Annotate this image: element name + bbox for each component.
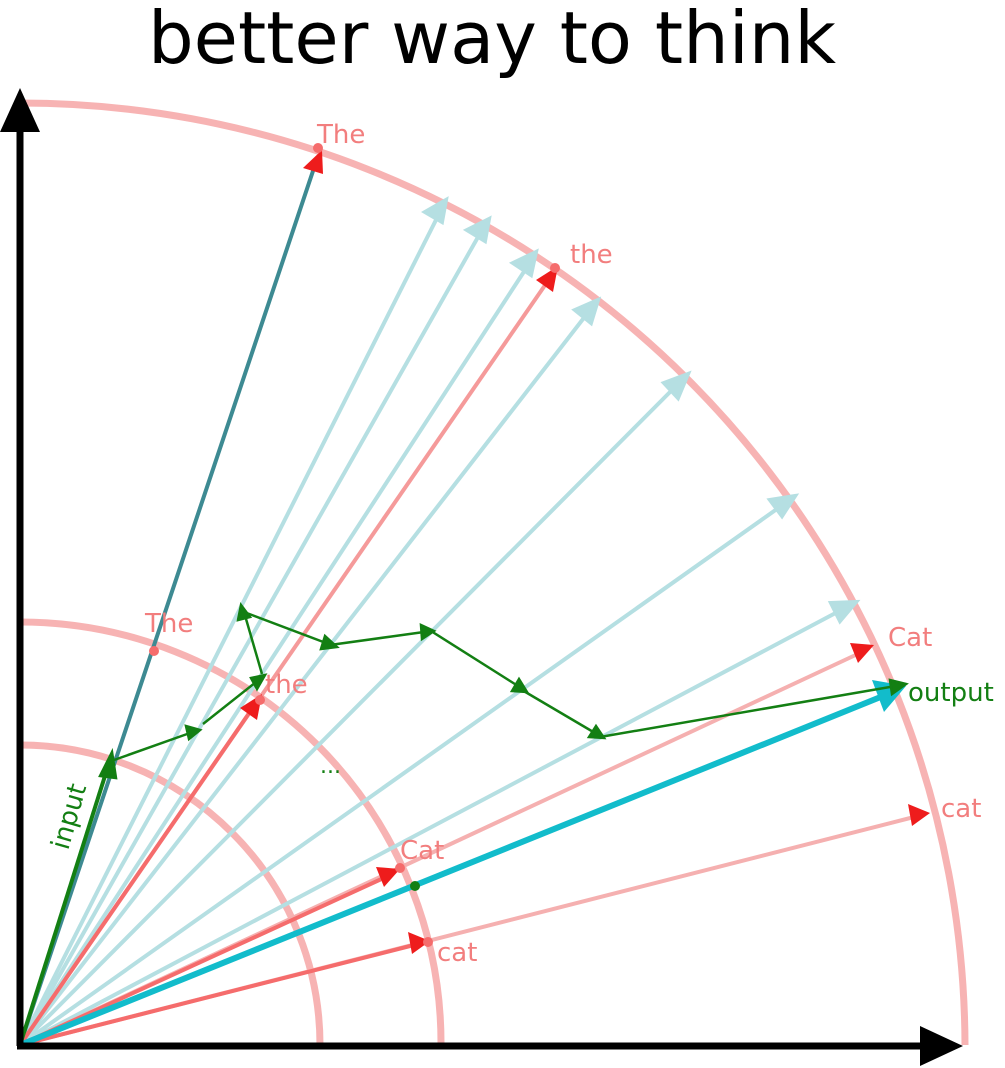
cat-mid-arrowhead — [408, 932, 430, 954]
label-the-outer: the — [570, 240, 613, 270]
y-axis-arrowhead — [0, 88, 40, 132]
output-point — [410, 881, 420, 891]
cat-mid-point — [423, 937, 433, 947]
label-cat-outer: cat — [941, 794, 981, 824]
the-outer-arrowhead — [536, 266, 558, 292]
cat-outer-arrowhead — [908, 804, 930, 826]
label-ellipsis: ... — [320, 754, 341, 779]
candidate-line — [18, 211, 442, 1046]
cat-cap-outer-arrowhead — [850, 643, 874, 663]
label-cat-mid: cat — [437, 938, 477, 968]
cat-cap-mid-arrowhead — [376, 867, 400, 887]
output-vector — [18, 680, 906, 1048]
word-labels: The the Cat cat The the Cat cat — [144, 120, 981, 968]
cat-vector — [19, 804, 930, 1047]
candidate-line — [18, 308, 592, 1047]
label-the-cap-outer: The — [316, 120, 365, 150]
reasoning-path — [18, 602, 909, 1046]
the-cap-outer-point — [313, 143, 323, 153]
candidate-line — [19, 606, 846, 1047]
candidate-arrowhead — [660, 370, 692, 402]
cat-cap-vector — [19, 643, 874, 1047]
label-cat-cap-outer: Cat — [888, 623, 932, 653]
candidate-line — [18, 382, 680, 1047]
label-the-mid: the — [265, 670, 308, 700]
input-arrowhead — [98, 747, 118, 780]
the-cap-mid-point — [149, 646, 159, 656]
the-vector — [18, 263, 560, 1047]
label-cat-cap-mid: Cat — [400, 836, 444, 866]
page-title: better way to think — [148, 0, 836, 80]
x-axis-arrowhead — [920, 1026, 963, 1066]
candidate-arrowhead — [462, 215, 492, 245]
candidate-arrowhead — [571, 296, 602, 327]
candidate-arrowhead — [766, 493, 800, 520]
the-outer-point — [550, 263, 560, 273]
cat-cap-mid-point — [395, 863, 405, 873]
label-output: output — [908, 678, 994, 708]
the-cap-vector — [18, 143, 323, 1046]
the-cap-arrowhead — [303, 150, 323, 174]
label-the-cap-mid: The — [144, 609, 193, 639]
axes — [0, 88, 963, 1066]
candidate-arrowhead — [508, 248, 539, 279]
candidate-arrowhead — [421, 196, 449, 226]
candidate-line — [18, 502, 786, 1047]
candidate-arrowhead — [827, 599, 861, 625]
candidate-vectors — [18, 196, 861, 1047]
the-mid-point — [255, 695, 265, 705]
candidate-line — [18, 262, 531, 1047]
